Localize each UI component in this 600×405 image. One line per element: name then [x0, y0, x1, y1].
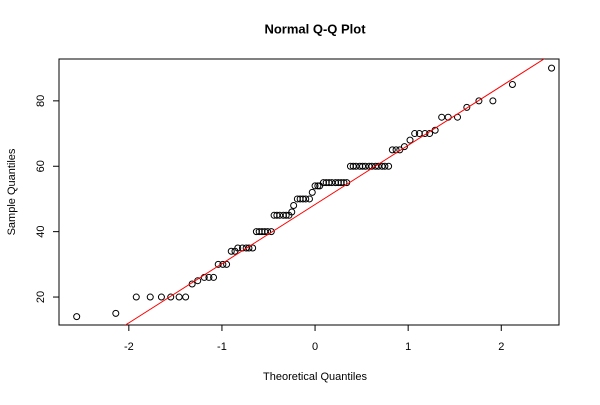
plot-frame: [58, 58, 560, 326]
x-axis-label: Theoretical Quantiles: [263, 371, 367, 383]
point: [288, 208, 296, 216]
point: [302, 195, 310, 203]
point: [396, 146, 404, 154]
point: [146, 293, 154, 301]
point: [381, 162, 389, 170]
x-tick-label: -2: [124, 341, 134, 353]
point: [365, 162, 373, 170]
reference-line: [124, 59, 545, 325]
point: [421, 130, 429, 138]
point: [282, 211, 290, 219]
point: [305, 195, 313, 203]
point: [548, 64, 556, 72]
point: [242, 244, 250, 252]
point: [349, 162, 357, 170]
point: [308, 188, 316, 196]
point: [205, 273, 213, 281]
point: [314, 182, 322, 190]
y-tick-label: 60: [35, 160, 47, 172]
point: [438, 113, 446, 121]
point: [167, 293, 175, 301]
y-tick-label: 20: [35, 291, 47, 303]
point: [223, 260, 231, 268]
point: [276, 211, 284, 219]
point: [182, 293, 190, 301]
point: [489, 97, 497, 105]
y-axis-label: Sample Quantiles: [6, 148, 18, 235]
point: [73, 313, 81, 321]
y-tick-label: 80: [35, 95, 47, 107]
point: [299, 195, 307, 203]
point: [210, 273, 218, 281]
point: [463, 103, 471, 111]
point: [290, 201, 298, 209]
point: [406, 136, 414, 144]
point: [508, 81, 516, 89]
point: [400, 143, 408, 151]
point: [267, 228, 275, 236]
point: [385, 162, 393, 170]
point: [475, 97, 483, 105]
point: [249, 244, 257, 252]
point: [411, 130, 419, 138]
point: [361, 162, 369, 170]
point: [273, 211, 281, 219]
point: [359, 162, 367, 170]
point: [325, 179, 333, 187]
point: [234, 244, 242, 252]
point: [219, 260, 227, 268]
point: [328, 179, 336, 187]
y-tick-label: 40: [35, 226, 47, 238]
x-tick-label: 1: [405, 341, 411, 353]
point: [388, 146, 396, 154]
point: [378, 162, 386, 170]
x-tick-label: 0: [312, 341, 318, 353]
point: [157, 293, 165, 301]
point: [372, 162, 380, 170]
point: [175, 293, 183, 301]
point: [311, 182, 319, 190]
point: [261, 228, 269, 236]
point: [227, 247, 235, 255]
x-tick-label: 2: [498, 341, 504, 353]
point: [132, 293, 140, 301]
point: [112, 309, 120, 317]
point: [352, 162, 360, 170]
x-tick-label: -1: [217, 341, 227, 353]
chart-title: Normal Q-Q Plot: [264, 21, 366, 36]
